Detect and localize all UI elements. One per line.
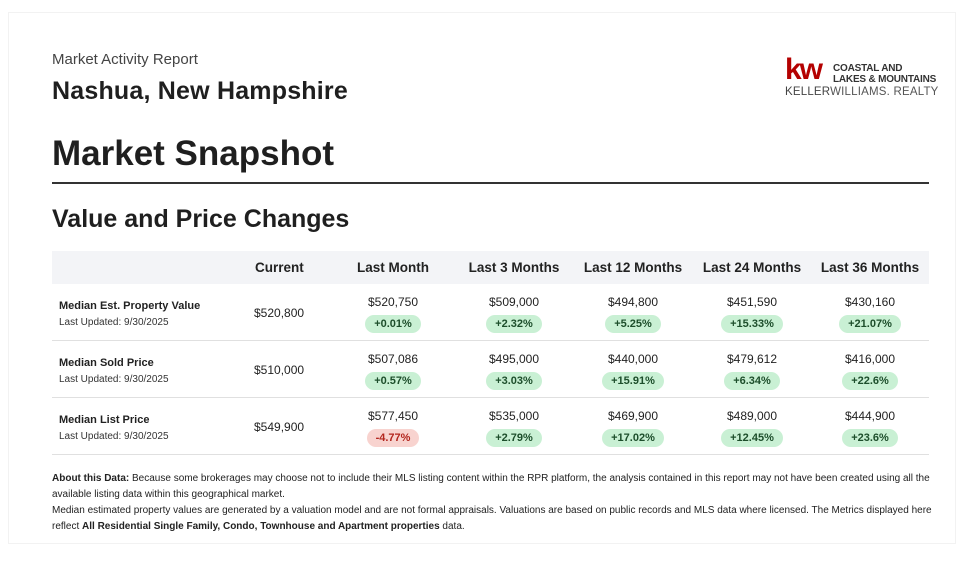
about-text-3: data. <box>439 521 465 532</box>
period-value: $489,000 <box>726 409 778 423</box>
about-text-2: Median estimated property values are gen… <box>52 505 932 532</box>
row-last-updated: Last Updated: 9/30/2025 <box>59 431 169 442</box>
about-data-note: About this Data: Because some brokerages… <box>52 471 937 535</box>
table-row: Median List Price Last Updated: 9/30/2025… <box>52 398 929 455</box>
city-title: Nashua, New Hampshire <box>52 77 348 105</box>
current-value: $510,000 <box>254 363 305 377</box>
change-badge: +21.07% <box>839 315 901 333</box>
period-value: $577,450 <box>367 409 419 423</box>
period-cell: $430,160 +21.07% <box>820 295 920 333</box>
period-cell: $509,000 +2.32% <box>464 295 564 333</box>
row-last-updated: Last Updated: 9/30/2025 <box>59 374 169 385</box>
column-header-last-month: Last Month <box>357 260 429 275</box>
period-value: $444,900 <box>844 409 896 423</box>
period-value: $440,000 <box>607 352 659 366</box>
change-badge: +0.57% <box>365 372 421 390</box>
period-cell: $444,900 +23.6% <box>820 409 920 447</box>
change-badge: +15.91% <box>602 372 664 390</box>
period-cell: $479,612 +6.34% <box>702 352 802 390</box>
period-cell: $451,590 +15.33% <box>702 295 802 333</box>
period-value: $509,000 <box>488 295 540 309</box>
change-badge: +3.03% <box>486 372 542 390</box>
period-cell: $416,000 +22.6% <box>820 352 920 390</box>
period-value: $535,000 <box>488 409 540 423</box>
column-header-last-12-months: Last 12 Months <box>583 260 683 275</box>
logo-line-2: LAKES & MOUNTAINS <box>833 74 937 85</box>
period-value: $507,086 <box>367 352 419 366</box>
change-badge: +2.79% <box>486 429 542 447</box>
report-type: Market Activity Report <box>52 51 198 68</box>
change-badge: +23.6% <box>842 429 898 447</box>
kw-logo-mark: kw <box>785 53 823 86</box>
change-badge: -4.77% <box>366 429 420 447</box>
period-value: $416,000 <box>844 352 896 366</box>
title-divider <box>52 182 929 184</box>
about-text-1: Because some brokerages may choose not t… <box>52 473 930 500</box>
change-badge: +2.32% <box>486 315 542 333</box>
table-body: Median Est. Property Value Last Updated: … <box>52 284 929 455</box>
row-label: Median Sold Price <box>59 357 154 369</box>
column-header-last-24-months: Last 24 Months <box>702 260 802 275</box>
period-value: $495,000 <box>488 352 540 366</box>
change-badge: +6.34% <box>724 372 780 390</box>
section-title: Value and Price Changes <box>52 205 350 233</box>
period-value: $469,900 <box>607 409 659 423</box>
about-paragraph-2: Median estimated property values are gen… <box>52 503 937 535</box>
period-cell: $494,800 +5.25% <box>583 295 683 333</box>
period-cell: $489,000 +12.45% <box>702 409 802 447</box>
about-label: About this Data: <box>52 473 130 484</box>
period-cell: $469,900 +17.02% <box>583 409 683 447</box>
change-badge: +0.01% <box>365 315 421 333</box>
period-value: $520,750 <box>367 295 419 309</box>
period-cell: $520,750 +0.01% <box>343 295 443 333</box>
period-value: $451,590 <box>726 295 778 309</box>
table-row: Median Sold Price Last Updated: 9/30/2025… <box>52 341 929 398</box>
period-value: $494,800 <box>607 295 659 309</box>
period-cell: $535,000 +2.79% <box>464 409 564 447</box>
period-value: $430,160 <box>844 295 896 309</box>
change-badge: +5.25% <box>605 315 661 333</box>
period-cell: $507,086 +0.57% <box>343 352 443 390</box>
page-title: Market Snapshot <box>52 134 334 173</box>
current-value: $549,900 <box>254 420 305 434</box>
change-badge: +15.33% <box>721 315 783 333</box>
table-row: Median Est. Property Value Last Updated: … <box>52 284 929 341</box>
row-label: Median List Price <box>59 414 150 426</box>
change-badge: +22.6% <box>842 372 898 390</box>
keller-williams-logo: kw COASTAL AND LAKES & MOUNTAINS KELLERW… <box>785 53 938 101</box>
report-page: Market Activity Report Nashua, New Hamps… <box>8 12 956 544</box>
row-label: Median Est. Property Value <box>59 300 201 312</box>
about-bold-2: All Residential Single Family, Condo, To… <box>82 521 440 532</box>
change-badge: +12.45% <box>721 429 783 447</box>
about-paragraph-1: About this Data: Because some brokerages… <box>52 471 937 503</box>
period-cell: $577,450 -4.77% <box>343 409 443 447</box>
row-last-updated: Last Updated: 9/30/2025 <box>59 317 169 328</box>
column-header-current: Current <box>255 260 304 275</box>
logo-sub-rest: WILLIAMS. REALTY <box>830 86 939 98</box>
period-value: $479,612 <box>726 352 778 366</box>
period-cell: $495,000 +3.03% <box>464 352 564 390</box>
logo-subtitle: KELLERWILLIAMS. REALTY <box>785 86 939 98</box>
column-header-last-36-months: Last 36 Months <box>820 260 920 275</box>
period-cell: $440,000 +15.91% <box>583 352 683 390</box>
logo-line-1: COASTAL AND <box>833 63 903 74</box>
current-value: $520,800 <box>254 306 305 320</box>
column-header-last-3-months: Last 3 Months <box>468 260 560 275</box>
price-changes-table: Current Last Month Last 3 Months Last 12… <box>52 251 929 455</box>
table-header: Current Last Month Last 3 Months Last 12… <box>52 251 929 284</box>
logo-sub-bold: KELLER <box>785 86 831 98</box>
change-badge: +17.02% <box>602 429 664 447</box>
